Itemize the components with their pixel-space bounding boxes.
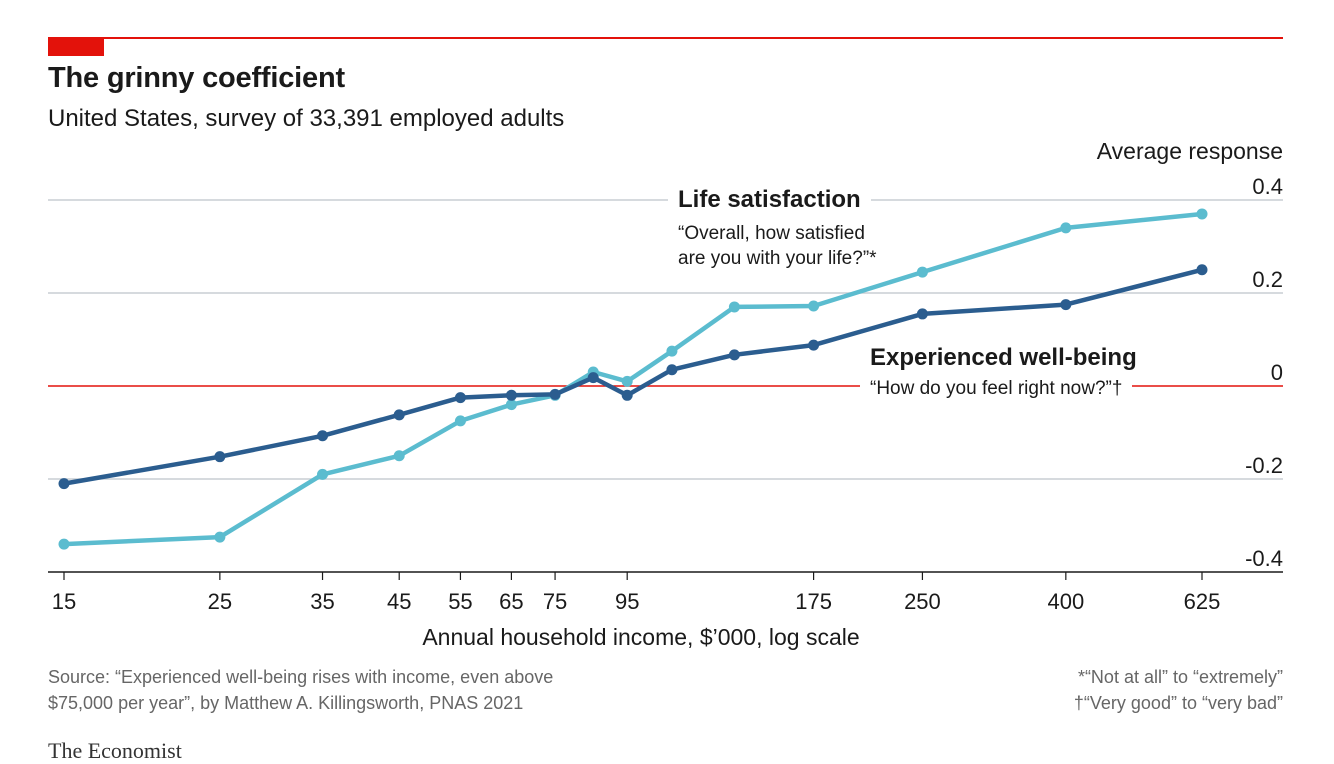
y-tick-label: 0.2 <box>1252 267 1283 292</box>
experienced-wellbeing-point <box>666 364 678 376</box>
source-line-1: Source: “Experienced well-being rises wi… <box>48 667 554 687</box>
x-tick-label: 95 <box>615 589 639 614</box>
chart-subtitle: United States, survey of 33,391 employed… <box>48 105 565 132</box>
x-tick-label: 625 <box>1184 589 1221 614</box>
experienced-wellbeing-point <box>454 392 466 404</box>
x-tick-label: 75 <box>543 589 567 614</box>
experienced-wellbeing-point <box>621 389 633 401</box>
life-satisfaction-point <box>317 468 329 480</box>
x-tick-label: 15 <box>52 589 76 614</box>
life-satisfaction-label: Life satisfaction <box>668 186 871 214</box>
experienced-wellbeing-question: “How do you feel right now?”† <box>860 376 1133 401</box>
footnotes: *“Not at all” to “extremely” †“Very good… <box>1074 664 1283 716</box>
life-satisfaction-point <box>808 300 820 312</box>
life-question-line2: are you with your life?”* <box>678 248 877 269</box>
x-tick-label: 175 <box>795 589 832 614</box>
life-satisfaction-point <box>728 301 740 313</box>
life-question-line1: “Overall, how satisfied <box>678 223 865 244</box>
source-line-2: $75,000 per year”, by Matthew A. Killing… <box>48 693 524 713</box>
x-tick-label: 25 <box>208 589 232 614</box>
brand-red-tab <box>48 37 104 56</box>
footnote-1: *“Not at all” to “extremely” <box>1077 667 1283 687</box>
experienced-wellbeing-point <box>393 409 405 421</box>
life-satisfaction-point <box>214 531 226 543</box>
life-satisfaction-point <box>393 450 405 462</box>
life-satisfaction-point <box>454 415 466 427</box>
experienced-wellbeing-point <box>916 308 928 320</box>
x-tick-label: 400 <box>1047 589 1084 614</box>
experienced-wellbeing-point <box>549 388 561 400</box>
x-tick-label: 45 <box>387 589 411 614</box>
experienced-wellbeing-point <box>1196 264 1208 276</box>
life-satisfaction-point <box>58 538 70 550</box>
top-rule <box>48 37 1283 39</box>
x-tick-label: 35 <box>310 589 334 614</box>
x-tick-label: 250 <box>904 589 941 614</box>
life-satisfaction-question: “Overall, how satisfied are you with you… <box>668 221 887 271</box>
life-satisfaction-point <box>916 266 928 278</box>
experienced-wellbeing-point <box>214 451 226 463</box>
x-axis-label: Annual household income, $’000, log scal… <box>422 624 859 650</box>
brand-wordmark: The Economist <box>48 738 182 763</box>
life-satisfaction-point <box>621 375 633 387</box>
experienced-wellbeing-point <box>1060 299 1072 311</box>
experienced-wellbeing-point <box>505 389 517 401</box>
experienced-wellbeing-point <box>728 349 740 361</box>
life-satisfaction-point <box>1196 208 1208 220</box>
y-axis-label: Average response <box>1097 138 1283 164</box>
life-satisfaction-point <box>505 399 517 411</box>
experienced-wellbeing-label: Experienced well-being <box>860 344 1147 372</box>
x-tick-label: 65 <box>499 589 523 614</box>
source-note: Source: “Experienced well-being rises wi… <box>48 664 553 716</box>
experienced-wellbeing-point <box>587 372 599 384</box>
y-tick-label: -0.2 <box>1245 453 1283 478</box>
experienced-wellbeing-point <box>317 430 329 442</box>
y-tick-label: 0 <box>1271 360 1283 385</box>
life-satisfaction-point <box>666 345 678 357</box>
chart-title: The grinny coefficient <box>48 62 345 94</box>
experienced-wellbeing-point <box>58 478 70 490</box>
life-satisfaction-point <box>1060 222 1072 234</box>
footnote-2: †“Very good” to “very bad” <box>1073 693 1283 713</box>
x-tick-label: 55 <box>448 589 472 614</box>
y-tick-label: -0.4 <box>1245 546 1283 571</box>
y-tick-label: 0.4 <box>1252 174 1283 199</box>
experienced-wellbeing-point <box>808 339 820 351</box>
